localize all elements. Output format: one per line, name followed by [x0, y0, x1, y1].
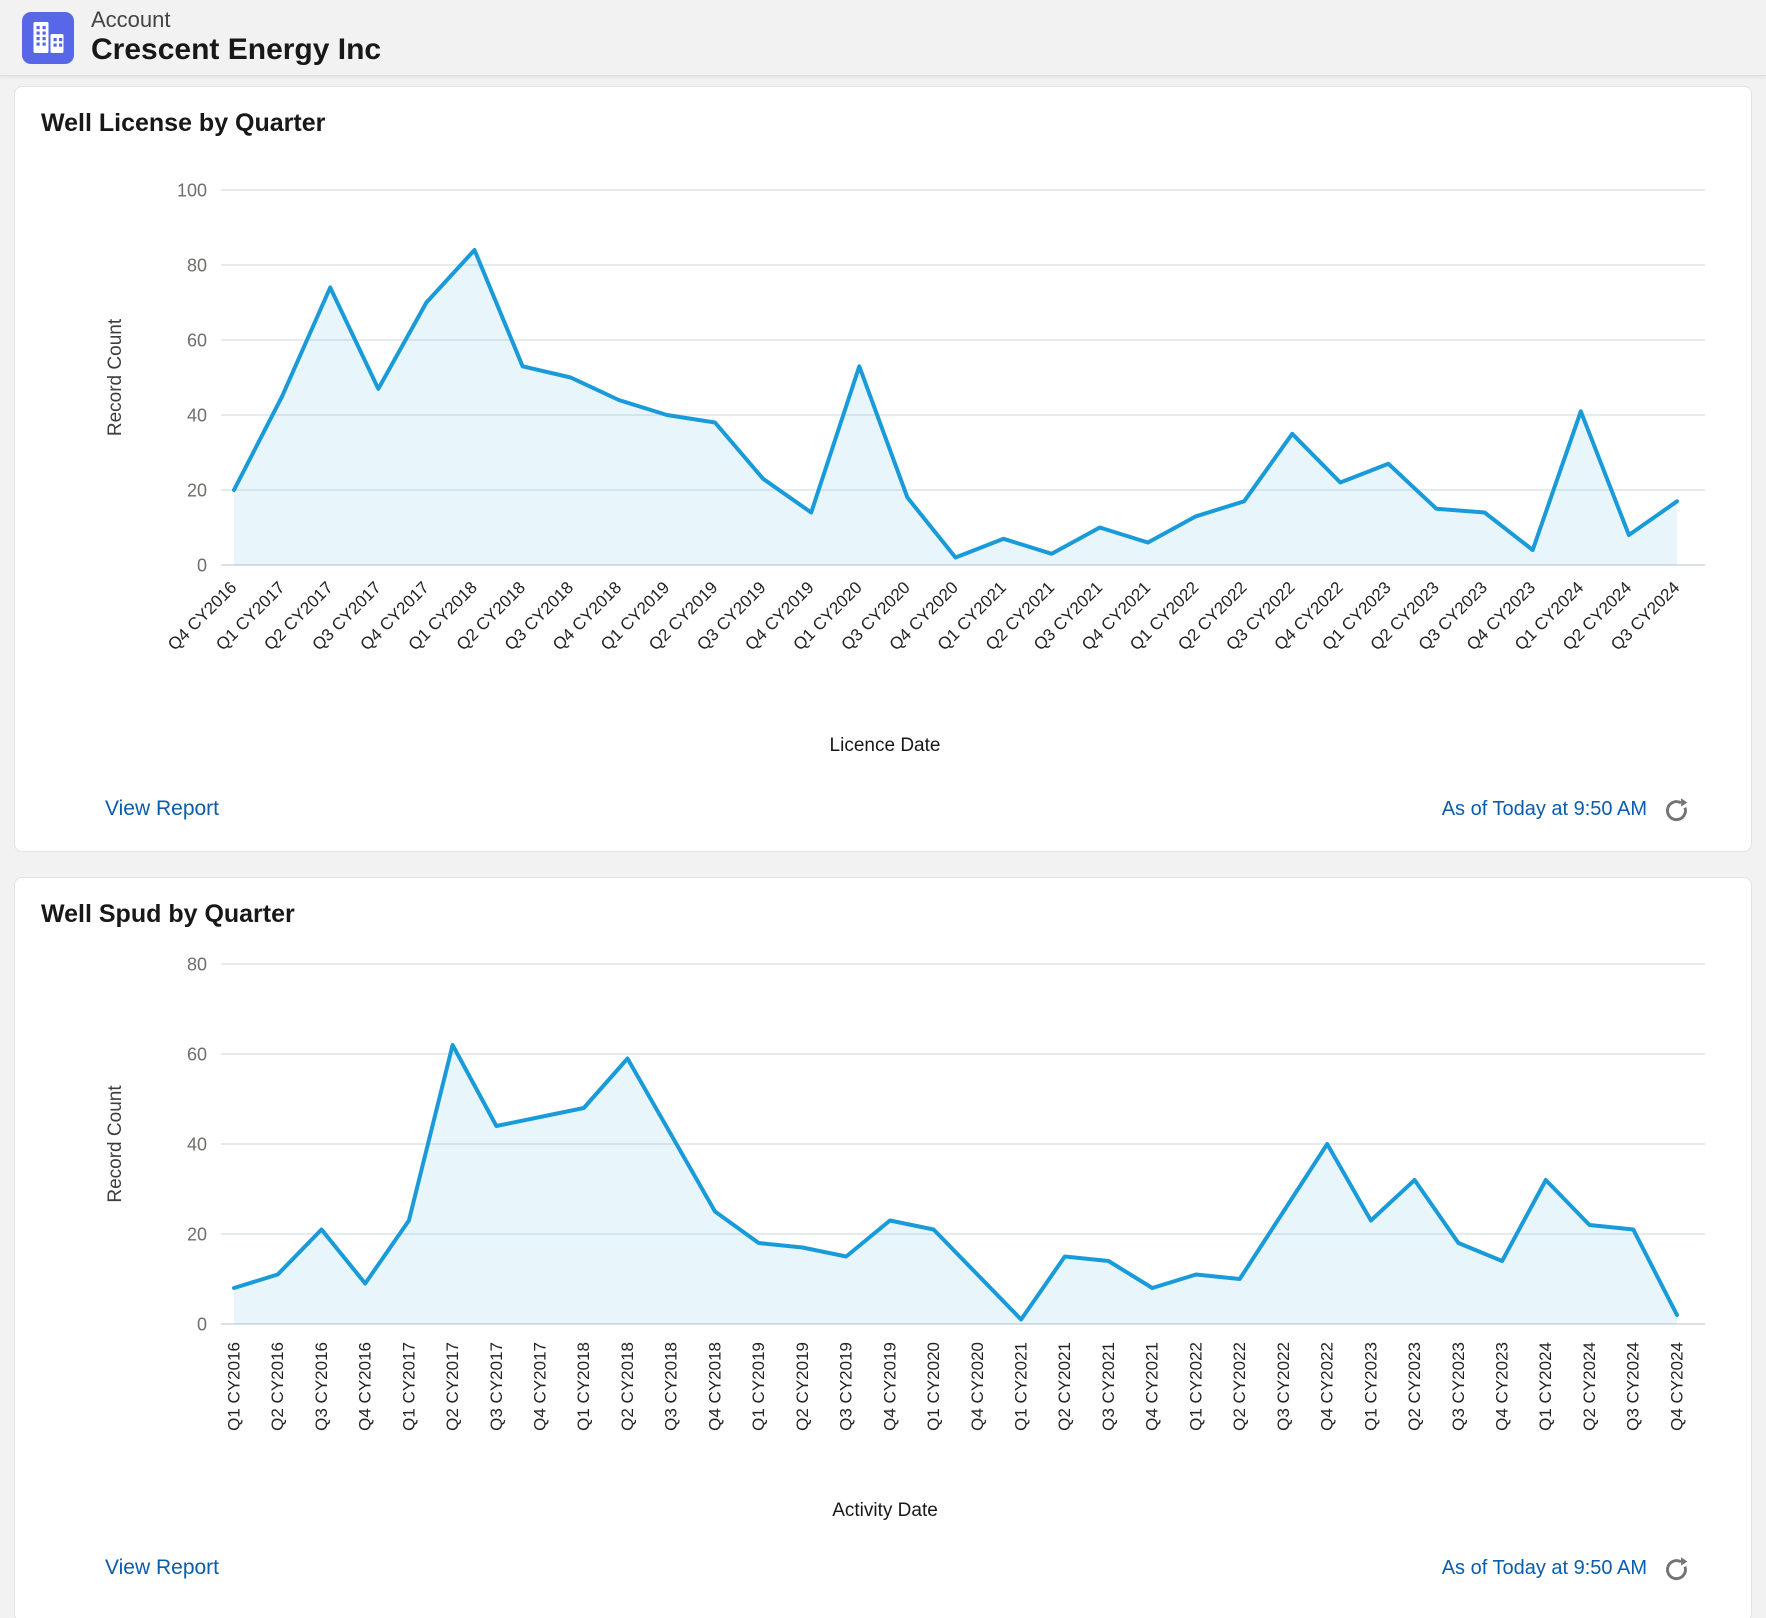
as-of-text: As of Today at 9:50 AM: [1441, 797, 1647, 820]
svg-text:60: 60: [187, 1044, 207, 1064]
x-axis-labels: Q1 CY2016 Q2 CY2016 Q3 CY2016 Q4 CY2016 Q1 C…: [224, 1342, 1686, 1431]
svg-text:Q1 CY2021: Q1 CY2021: [1012, 1342, 1031, 1431]
svg-text:Q2 CY2024: Q2 CY2024: [1580, 1342, 1599, 1431]
svg-text:Q1 CY2017: Q1 CY2017: [399, 1342, 418, 1431]
svg-text:Q3 CY2018: Q3 CY2018: [662, 1342, 681, 1431]
building-icon: [33, 21, 64, 53]
page-header: Account Crescent Energy Inc: [0, 0, 1766, 76]
svg-text:Q4 CY2020: Q4 CY2020: [968, 1342, 987, 1431]
record-name: Crescent Energy Inc: [91, 33, 382, 67]
svg-text:Q3 CY2017: Q3 CY2017: [487, 1342, 506, 1431]
well-spud-chart-title: Well Spud by Quarter: [41, 900, 295, 928]
svg-text:Q2 CY2023: Q2 CY2023: [1405, 1342, 1424, 1431]
svg-text:Q4 CY2024: Q4 CY2024: [1667, 1342, 1686, 1431]
svg-text:Q4 CY2017: Q4 CY2017: [531, 1342, 550, 1431]
svg-text:Q1 CY2019: Q1 CY2019: [749, 1342, 768, 1431]
view-report-link[interactable]: View Report: [105, 797, 220, 820]
area-fill: [234, 1045, 1677, 1324]
data-line: [232, 248, 1679, 560]
as-of-text: As of Today at 9:50 AM: [1441, 1556, 1647, 1579]
svg-text:40: 40: [187, 405, 207, 425]
svg-text:0: 0: [197, 555, 207, 575]
svg-text:100: 100: [177, 180, 207, 200]
svg-text:60: 60: [187, 330, 207, 350]
header-text: Account Crescent Energy Inc: [91, 7, 381, 68]
svg-text:Q3 CY2019: Q3 CY2019: [837, 1342, 856, 1431]
refresh-button[interactable]: [1661, 794, 1691, 824]
svg-text:40: 40: [187, 1134, 207, 1154]
area-fill: [234, 250, 1677, 565]
svg-text:Q1 CY2018: Q1 CY2018: [574, 1342, 593, 1431]
refresh-button[interactable]: [1661, 1553, 1691, 1583]
svg-text:Q2 CY2016: Q2 CY2016: [268, 1342, 287, 1431]
svg-text:Q2 CY2018: Q2 CY2018: [618, 1342, 637, 1431]
svg-text:Q2 CY2017: Q2 CY2017: [443, 1342, 462, 1431]
svg-text:Q3 CY2023: Q3 CY2023: [1449, 1342, 1468, 1431]
svg-text:Q3 CY2016: Q3 CY2016: [312, 1342, 331, 1431]
well-spud-card-footer: View Report As of Today at 9:50 AM: [15, 1546, 1751, 1590]
data-line: [232, 1043, 1679, 1322]
gridlines: [221, 189, 1705, 566]
well-spud-chart[interactable]: 0 20 40 60 80 Q1 CY2016 Q2 CY2016 Q3 CY2016 Q4 C…: [15, 928, 1753, 1538]
svg-text:80: 80: [187, 954, 207, 974]
svg-text:20: 20: [187, 480, 207, 500]
y-axis-labels: 0 20 40 60 80: [187, 954, 207, 1334]
svg-text:Q3 CY2022: Q3 CY2022: [1274, 1342, 1293, 1431]
account-icon: [22, 11, 74, 64]
svg-text:80: 80: [187, 255, 207, 275]
well-license-card: Well License by Quarter 0 20 40 60 80 100 Q4 C…: [14, 86, 1752, 852]
svg-text:Q1 CY2023: Q1 CY2023: [1361, 1342, 1380, 1431]
svg-text:Q4 CY2021: Q4 CY2021: [1143, 1342, 1162, 1431]
svg-text:Q1 CY2016: Q1 CY2016: [224, 1342, 243, 1431]
svg-text:0: 0: [197, 1314, 207, 1334]
gridlines: [221, 963, 1705, 1325]
refresh-icon: [1665, 1556, 1687, 1580]
y-axis-labels: 0 20 40 60 80 100: [177, 180, 207, 575]
well-license-card-footer: View Report As of Today at 9:50 AM: [15, 787, 1751, 831]
svg-text:Q2 CY2019: Q2 CY2019: [793, 1342, 812, 1431]
svg-text:Q1 CY2024: Q1 CY2024: [1536, 1342, 1555, 1431]
well-license-chart-title: Well License by Quarter: [41, 109, 326, 137]
svg-text:Q4 CY2022: Q4 CY2022: [1318, 1342, 1337, 1431]
svg-text:Q2 CY2021: Q2 CY2021: [1055, 1342, 1074, 1431]
as-of-container: As of Today at 9:50 AM: [1442, 794, 1691, 824]
view-report-link[interactable]: View Report: [105, 1556, 220, 1579]
y-axis-title: Record Count: [105, 318, 126, 436]
x-axis-title: Licence Date: [830, 735, 941, 756]
well-spud-card: Well Spud by Quarter 0 20 40 60 80 Q1 CY2016 Q…: [14, 877, 1752, 1618]
y-axis-title: Record Count: [105, 1085, 126, 1203]
svg-text:20: 20: [187, 1224, 207, 1244]
svg-text:Q3 CY2024: Q3 CY2024: [1624, 1342, 1643, 1431]
svg-text:Q4 CY2019: Q4 CY2019: [880, 1342, 899, 1431]
svg-text:Q4 CY2016: Q4 CY2016: [356, 1342, 375, 1431]
svg-text:Q3 CY2021: Q3 CY2021: [1099, 1342, 1118, 1431]
svg-text:Q1 CY2020: Q1 CY2020: [924, 1342, 943, 1431]
svg-text:Q2 CY2022: Q2 CY2022: [1230, 1342, 1249, 1431]
refresh-icon: [1665, 797, 1687, 821]
x-axis-title: Activity Date: [832, 1500, 938, 1521]
as-of-container: As of Today at 9:50 AM: [1442, 1553, 1691, 1583]
svg-text:Q1 CY2022: Q1 CY2022: [1186, 1342, 1205, 1431]
svg-text:Q4 CY2023: Q4 CY2023: [1493, 1342, 1512, 1431]
svg-text:Q4 CY2018: Q4 CY2018: [705, 1342, 724, 1431]
entity-label: Account: [91, 6, 171, 32]
